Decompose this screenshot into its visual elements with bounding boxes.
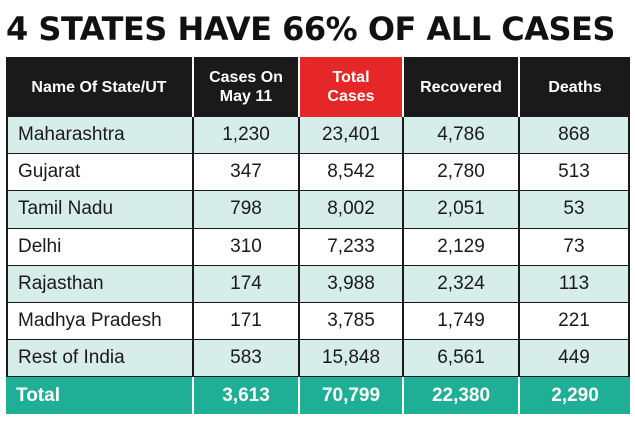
cell-recovered: 2,324 — [404, 265, 520, 303]
cell-total: 23,401 — [300, 117, 404, 155]
table-row: Delhi 310 7,233 2,129 73 — [6, 228, 630, 266]
cell-deaths: 73 — [520, 228, 630, 266]
cell-deaths: 53 — [520, 191, 630, 229]
cell-total: 15,848 — [300, 340, 404, 378]
table-row: Rest of India 583 15,848 6,561 449 — [6, 340, 630, 378]
cell-cases: 1,230 — [194, 117, 300, 155]
cell-deaths: 221 — [520, 302, 630, 341]
header-cases-line1: Cases On — [209, 69, 283, 86]
header-total-line2: Cases — [327, 88, 375, 105]
state-cases-table: Name Of State/UT Cases On May 11 Total C… — [6, 57, 630, 415]
table-row: Maharashtra 1,230 23,401 4,786 868 — [6, 117, 630, 155]
cell-total: 3,988 — [300, 265, 404, 303]
cell-cases: 174 — [194, 265, 300, 303]
cell-recovered: 6,561 — [404, 340, 520, 378]
header-cases-on-may-11: Cases On May 11 — [194, 57, 300, 117]
cell-recovered: 4,786 — [404, 117, 520, 155]
cell-recovered: 2,051 — [404, 191, 520, 229]
cell-cases: 583 — [194, 340, 300, 378]
header-deaths: Deaths — [520, 57, 630, 117]
cell-recovered: 2,780 — [404, 154, 520, 192]
cell-state: Delhi — [6, 228, 194, 266]
header-recovered: Recovered — [404, 57, 520, 117]
cell-deaths: 449 — [520, 340, 630, 378]
header-cases-line2: May 11 — [219, 88, 273, 105]
cell-recovered: 2,129 — [404, 228, 520, 266]
total-recovered: 22,380 — [404, 377, 520, 415]
cell-total: 7,233 — [300, 228, 404, 266]
header-total-cases: Total Cases — [300, 57, 404, 117]
cell-total: 8,002 — [300, 191, 404, 229]
table-row: Gujarat 347 8,542 2,780 513 — [6, 154, 630, 192]
table-header-row: Name Of State/UT Cases On May 11 Total C… — [6, 57, 630, 117]
cell-total: 8,542 — [300, 154, 404, 192]
total-total: 70,799 — [300, 377, 404, 415]
infographic-title: 4 STATES HAVE 66% OF ALL CASES — [6, 10, 615, 48]
total-row: Total 3,613 70,799 22,380 2,290 — [6, 377, 630, 415]
header-total-line1: Total — [332, 69, 370, 86]
cell-recovered: 1,749 — [404, 302, 520, 341]
cell-deaths: 868 — [520, 117, 630, 155]
cell-cases: 798 — [194, 191, 300, 229]
cell-state: Maharashtra — [6, 117, 194, 155]
cell-deaths: 513 — [520, 154, 630, 192]
header-state: Name Of State/UT — [6, 57, 194, 117]
total-deaths: 2,290 — [520, 377, 630, 415]
cell-deaths: 113 — [520, 265, 630, 303]
total-label: Total — [6, 377, 194, 415]
cell-state: Rest of India — [6, 340, 194, 378]
total-cases: 3,613 — [194, 377, 300, 415]
cell-cases: 171 — [194, 302, 300, 341]
cell-cases: 310 — [194, 228, 300, 266]
table-row: Rajasthan 174 3,988 2,324 113 — [6, 265, 630, 303]
cell-cases: 347 — [194, 154, 300, 192]
cell-state: Madhya Pradesh — [6, 302, 194, 341]
cell-state: Rajasthan — [6, 265, 194, 303]
table-row: Madhya Pradesh 171 3,785 1,749 221 — [6, 302, 630, 341]
cell-state: Gujarat — [6, 154, 194, 192]
table-row: Tamil Nadu 798 8,002 2,051 53 — [6, 191, 630, 229]
cell-total: 3,785 — [300, 302, 404, 341]
cell-state: Tamil Nadu — [6, 191, 194, 229]
